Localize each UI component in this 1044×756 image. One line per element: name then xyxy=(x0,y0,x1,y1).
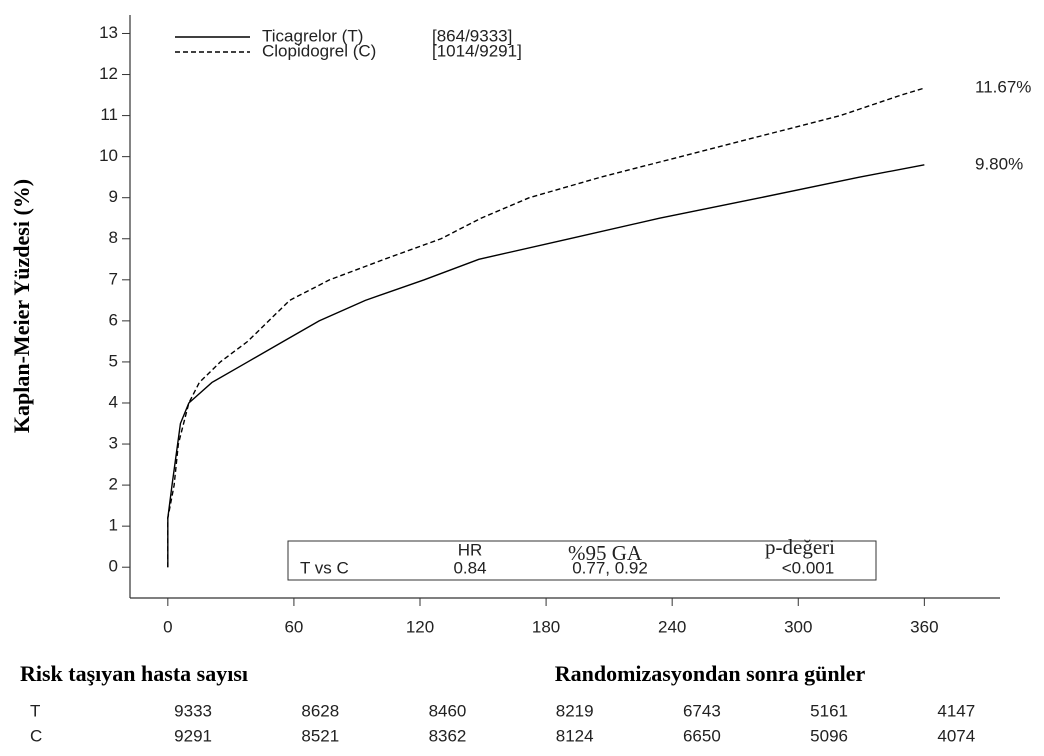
x-tick-label: 360 xyxy=(910,617,938,636)
p-header: p-değeri xyxy=(765,535,835,559)
p-value: <0.001 xyxy=(782,558,834,577)
y-tick-label: 8 xyxy=(109,228,118,247)
risk-count: 8362 xyxy=(429,726,467,745)
y-tick-label: 4 xyxy=(109,392,118,411)
risk-count: 4147 xyxy=(937,701,975,720)
y-tick-label: 13 xyxy=(99,23,118,42)
y-axis-label: Kaplan-Meier Yüzdesi (%) xyxy=(9,179,34,433)
legend-count: [864/9333] xyxy=(432,26,512,45)
x-tick-label: 240 xyxy=(658,617,686,636)
end-label: 9.80% xyxy=(975,154,1023,173)
risk-count: 6743 xyxy=(683,701,721,720)
y-tick-label: 0 xyxy=(109,557,118,576)
risk-count: 8460 xyxy=(429,701,467,720)
risk-count: 8124 xyxy=(556,726,594,745)
x-tick-label: 180 xyxy=(532,617,560,636)
legend-count: [1014/9291] xyxy=(432,41,522,60)
km-curve xyxy=(167,164,925,568)
risk-count: 5161 xyxy=(810,701,848,720)
risk-count: 8521 xyxy=(301,726,339,745)
hr-header: HR xyxy=(458,540,483,559)
risk-count: 5096 xyxy=(810,726,848,745)
x-tick-label: 300 xyxy=(784,617,812,636)
x-tick-label: 0 xyxy=(163,617,172,636)
y-tick-label: 12 xyxy=(99,64,118,83)
hr-value: 0.84 xyxy=(453,558,486,577)
risk-count: 6650 xyxy=(683,726,721,745)
x-tick-label: 60 xyxy=(284,617,303,636)
risk-row-label: T xyxy=(30,701,40,720)
y-tick-label: 7 xyxy=(109,269,118,288)
risk-count: 8628 xyxy=(301,701,339,720)
y-tick-label: 11 xyxy=(100,105,118,124)
risk-count: 9291 xyxy=(174,726,212,745)
hr-box-frame xyxy=(287,540,877,581)
x-axis-label: Randomizasyondan sonra günler xyxy=(555,661,866,686)
risk-row-label: C xyxy=(30,726,42,745)
y-tick-label: 5 xyxy=(109,351,118,370)
ci-header: %95 GA xyxy=(568,541,643,565)
risk-count: 9333 xyxy=(174,701,212,720)
risk-count: 8219 xyxy=(556,701,594,720)
y-tick-label: 9 xyxy=(109,187,118,206)
y-tick-label: 2 xyxy=(109,475,118,494)
legend-label: Ticagrelor (T) xyxy=(262,26,363,45)
km-curve xyxy=(167,87,925,568)
x-tick-label: 120 xyxy=(406,617,434,636)
legend-label: Clopidogrel (C) xyxy=(262,41,376,60)
y-tick-label: 3 xyxy=(109,434,118,453)
end-label: 11.67% xyxy=(975,78,1031,97)
y-tick-label: 1 xyxy=(109,516,118,535)
risk-table-title: Risk taşıyan hasta sayısı xyxy=(20,661,248,686)
hr-row-label: T vs C xyxy=(300,558,349,577)
y-tick-label: 6 xyxy=(109,310,118,329)
ci-value: 0.77, 0.92 xyxy=(572,558,648,577)
risk-count: 4074 xyxy=(937,726,975,745)
hr-box: HR %95 GA p-değeri T vs C 0.84 0.77, 0.9… xyxy=(287,535,877,581)
y-tick-label: 10 xyxy=(99,146,118,165)
